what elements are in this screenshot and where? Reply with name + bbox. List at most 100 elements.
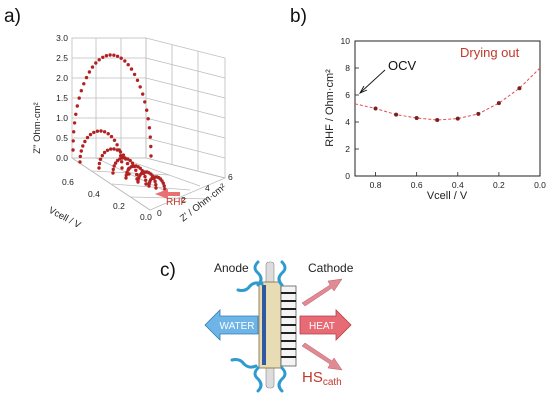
heat-arrow-up bbox=[301, 278, 343, 307]
arc-point bbox=[77, 96, 81, 100]
water-label: WATER bbox=[220, 321, 255, 332]
arc-point bbox=[147, 126, 152, 130]
arc-point bbox=[128, 158, 132, 163]
arc-point bbox=[123, 156, 127, 160]
panel-c-label: c) bbox=[160, 260, 176, 281]
arc-point bbox=[123, 59, 127, 63]
panel-a-label: a) bbox=[4, 6, 21, 27]
arc-point bbox=[94, 61, 98, 65]
y-tick-label: 2 bbox=[345, 144, 350, 154]
arc-point bbox=[115, 143, 119, 147]
ocv-arrow bbox=[360, 69, 386, 93]
arc-point bbox=[161, 181, 165, 185]
arc-point bbox=[95, 129, 100, 133]
y-tick-label: 10 bbox=[341, 36, 351, 46]
x-tick-label: 0.8 bbox=[370, 180, 382, 190]
ocv-arrowhead bbox=[358, 85, 368, 94]
arc-point bbox=[132, 72, 137, 77]
arc-point bbox=[106, 132, 110, 136]
x-tick-label: 0.0 bbox=[534, 180, 546, 190]
panel-c: c) Anode Cathode WATER HEAT bbox=[160, 260, 354, 393]
nyquist-arcs bbox=[71, 53, 167, 194]
arc-point bbox=[92, 130, 96, 135]
arc-point bbox=[130, 161, 135, 165]
arc-point bbox=[115, 148, 120, 152]
y-tick-label: 4 bbox=[345, 117, 350, 127]
z-tick: 1.0 bbox=[56, 113, 68, 123]
rhf-annotation: RHF bbox=[155, 189, 187, 208]
arc-point bbox=[120, 156, 125, 160]
data-point bbox=[496, 101, 501, 106]
zreal-tick: 4 bbox=[205, 183, 210, 193]
arc-point bbox=[149, 154, 153, 158]
cathode-label: Cathode bbox=[308, 261, 354, 275]
arc-point bbox=[87, 70, 92, 74]
z-tick: 0.0 bbox=[56, 153, 68, 163]
zreal-tick: 0 bbox=[157, 208, 162, 218]
vcell-axis-ticks: 0.6 0.4 0.2 0.0 bbox=[62, 177, 152, 222]
fit-curve bbox=[354, 67, 541, 121]
arc-point bbox=[102, 130, 107, 134]
wave-icon bbox=[230, 358, 258, 369]
arc-point bbox=[108, 53, 112, 57]
data-point bbox=[414, 115, 419, 120]
data-point bbox=[394, 112, 399, 117]
arc-point bbox=[120, 160, 124, 164]
arc-point bbox=[138, 85, 142, 89]
panel-b-label: b) bbox=[290, 6, 307, 27]
data-points bbox=[373, 86, 522, 122]
arc-point bbox=[100, 153, 105, 158]
panel-a: a) 0.0 0.5 1.0 bbox=[4, 6, 233, 231]
vcell-tick: 0.2 bbox=[113, 201, 125, 211]
arc-point bbox=[79, 89, 84, 93]
hs-cath-label: HScath bbox=[302, 369, 342, 388]
arc-point bbox=[85, 135, 90, 140]
vcell-tick: 0.4 bbox=[88, 189, 100, 199]
arc-point bbox=[78, 154, 83, 159]
arc-point bbox=[135, 172, 139, 177]
arc-point bbox=[83, 139, 87, 144]
wave-icon bbox=[253, 366, 263, 393]
z-axis-label: Z" Ohm·cm² bbox=[32, 102, 43, 153]
ocv-annotation: OCV bbox=[388, 58, 417, 73]
arc-point bbox=[143, 100, 147, 104]
y-tick-label: 0 bbox=[345, 171, 350, 181]
arc-point bbox=[105, 148, 110, 152]
arc-point bbox=[98, 157, 103, 161]
vcell-tick: 0.6 bbox=[62, 177, 74, 187]
arc-point bbox=[71, 148, 75, 152]
arc-point bbox=[75, 104, 80, 108]
arc-point bbox=[124, 173, 128, 177]
rhf-label: RHF bbox=[166, 197, 187, 208]
arc-point bbox=[101, 55, 105, 59]
arc-point bbox=[109, 147, 113, 151]
arc-point bbox=[112, 53, 116, 57]
arc-point bbox=[84, 75, 89, 80]
membrane bbox=[262, 285, 266, 365]
arc-point bbox=[111, 167, 116, 172]
arc-point bbox=[144, 182, 148, 186]
plot-b-frame bbox=[354, 40, 541, 177]
arc-point bbox=[112, 164, 116, 168]
arc-point bbox=[141, 92, 145, 96]
y-tick-label: 8 bbox=[345, 63, 350, 73]
arc-point bbox=[115, 54, 120, 58]
arc-point bbox=[109, 134, 114, 139]
zreal-tick: 6 bbox=[228, 172, 233, 182]
arc-point bbox=[81, 144, 85, 148]
arc-point bbox=[126, 157, 130, 161]
data-point bbox=[517, 86, 522, 91]
data-point bbox=[476, 111, 481, 116]
arc-point bbox=[144, 178, 148, 182]
arc-point bbox=[163, 187, 167, 191]
water-arrow bbox=[204, 309, 259, 341]
arc-point bbox=[72, 121, 77, 125]
arc-point bbox=[82, 82, 86, 86]
arc-point bbox=[120, 166, 124, 170]
wave-icon bbox=[236, 281, 264, 292]
arc-point bbox=[97, 161, 102, 166]
arc-point bbox=[104, 54, 109, 58]
arc-point bbox=[119, 56, 123, 60]
cathode-fins bbox=[280, 285, 297, 367]
arc-point bbox=[162, 184, 166, 188]
